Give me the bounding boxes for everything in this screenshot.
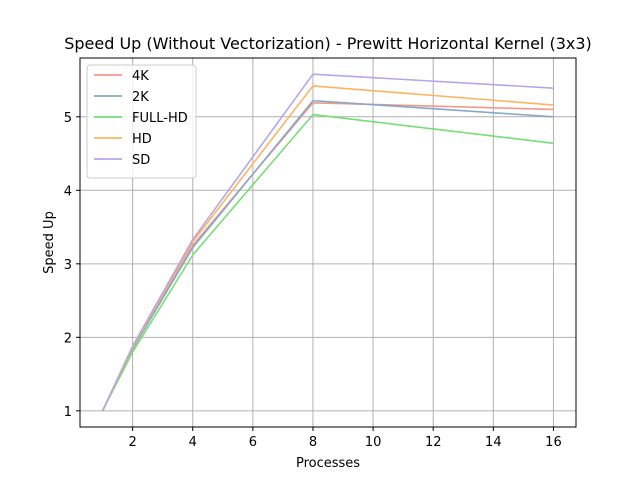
legend-label: SD — [132, 153, 150, 168]
series-line-sd — [101, 73, 554, 412]
x-tick-label: 2 — [128, 435, 136, 450]
x-tick-label: 12 — [425, 435, 442, 450]
series-line-full-hd — [101, 113, 554, 412]
y-tick-label: 1 — [64, 405, 72, 420]
x-tick-label: 8 — [309, 435, 317, 450]
legend-label: 4K — [132, 69, 149, 84]
x-tick-label: 10 — [365, 435, 382, 450]
x-tick-label: 6 — [249, 435, 257, 450]
legend-label: FULL-HD — [132, 111, 188, 126]
chart-title: Speed Up (Without Vectorization) - Prewi… — [64, 34, 592, 53]
x-axis-title: Processes — [296, 456, 360, 471]
x-tick-label: 16 — [545, 435, 562, 450]
x-tick-label: 4 — [189, 435, 197, 450]
y-tick-label: 3 — [64, 258, 72, 273]
y-tick-label: 4 — [64, 184, 72, 199]
legend-label: 2K — [132, 90, 149, 105]
x-tick-label: 14 — [485, 435, 502, 450]
legend: 4K 2K FULL-HD HD SD — [86, 64, 197, 179]
legend-box — [86, 64, 197, 179]
y-axis-title: Speed Up — [42, 211, 57, 274]
y-tick-label: 2 — [64, 331, 72, 346]
plot-frame — [79, 57, 577, 428]
series-lines — [101, 73, 554, 412]
y-tick-label: 5 — [64, 111, 72, 126]
legend-label: HD — [132, 132, 152, 147]
